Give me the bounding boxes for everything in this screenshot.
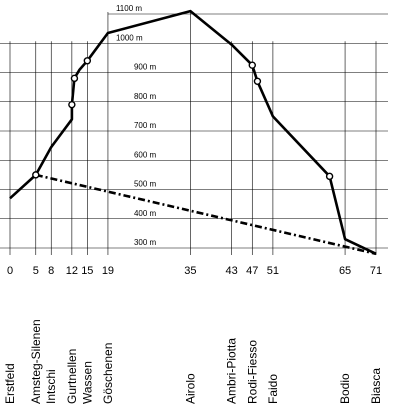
km-label-5: 5 — [33, 265, 39, 277]
elevation-label-800: 800 m — [134, 92, 157, 101]
stop-marker-0 — [32, 171, 40, 179]
km-label-15: 15 — [81, 265, 93, 277]
elevation-label-1100: 1100 m — [116, 4, 142, 13]
km-label-8: 8 — [48, 265, 54, 277]
station-labels: Erstfeld Amsteg-Silenen Intschi Gurtnellen W… — [3, 319, 383, 404]
km-label-35: 35 — [184, 265, 196, 277]
mountain-route-line — [9, 9, 377, 255]
station-label-airolo: Airolo — [183, 373, 197, 404]
elevation-label-700: 700 m — [134, 121, 157, 130]
station-label-gurtnellen: Gurtnellen — [65, 349, 79, 404]
elevation-grid — [0, 13, 388, 249]
base-tunnel-line — [35, 173, 377, 256]
station-label-intschi: Intschi — [44, 369, 58, 404]
km-label-71: 71 — [370, 265, 382, 277]
stop-marker-3 — [83, 57, 92, 65]
elevation-label-1000: 1000 m — [116, 33, 143, 42]
station-label-rodi-fiesso: Rodi-Fiesso — [245, 340, 259, 404]
elevation-labels: 300 m 400 m 500 m 600 m 700 m 800 m 900 m 1000 … — [116, 4, 157, 247]
km-label-51: 51 — [267, 265, 279, 277]
elevation-label-400: 400 m — [134, 209, 157, 218]
elevation-label-300: 300 m — [134, 238, 157, 247]
station-label-wassen: Wassen — [80, 361, 94, 404]
km-label-0: 0 — [7, 265, 13, 277]
station-label-bodio: Bodio — [338, 373, 352, 404]
km-label-43: 43 — [226, 265, 238, 277]
station-label-ambri-piotta: Ambri-Piotta — [225, 338, 239, 404]
station-label-erstfeld: Erstfeld — [3, 363, 17, 404]
km-label-47: 47 — [246, 265, 258, 277]
km-label-12: 12 — [66, 265, 78, 277]
elevation-label-500: 500 m — [134, 180, 157, 189]
stop-markers — [32, 57, 334, 181]
station-label-g-schenen: Göschenen — [101, 343, 115, 404]
profile-series — [9, 9, 377, 256]
km-labels: 0 5 8 12 15 19 35 43 47 51 65 71 — [7, 265, 382, 277]
station-label-biasca: Biasca — [369, 368, 383, 404]
km-label-65: 65 — [339, 265, 351, 277]
elevation-label-600: 600 m — [134, 150, 157, 159]
km-tick-lines — [9, 12, 377, 255]
stop-marker-6 — [325, 172, 334, 181]
stop-marker-5 — [253, 77, 262, 85]
stop-marker-4 — [248, 61, 256, 69]
km-label-19: 19 — [102, 265, 114, 277]
stop-marker-1 — [68, 100, 76, 109]
elevation-label-900: 900 m — [134, 63, 157, 72]
station-label-amsteg-silenen: Amsteg-Silenen — [29, 319, 43, 404]
stop-marker-2 — [70, 74, 79, 83]
station-label-faido: Faido — [266, 374, 280, 404]
